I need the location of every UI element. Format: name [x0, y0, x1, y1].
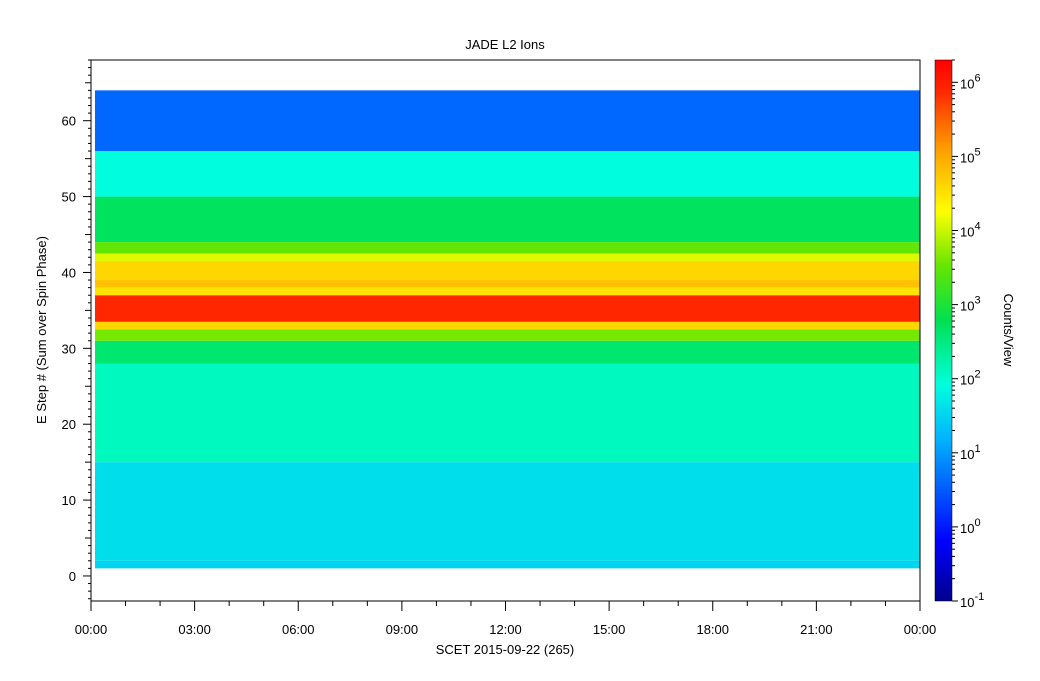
- colorbar-label: Counts/View: [1001, 294, 1016, 367]
- colorbar-ticks: 10-1 100 101 102 103 104 105 106: [952, 59, 984, 610]
- colorbar-tick-label: 105: [960, 146, 981, 165]
- heatmap-band: [95, 253, 920, 262]
- y-tick-label: 60: [62, 114, 76, 129]
- y-tick-label: 0: [69, 569, 76, 584]
- y-axis: 0 10 20 30 40 50 60: [62, 59, 91, 600]
- heatmap-band: [95, 151, 920, 197]
- x-tick-label: 12:00: [489, 622, 522, 637]
- colorbar-tick-label: 106: [960, 72, 981, 91]
- colorbar-tick-label: 104: [960, 221, 981, 240]
- chart-title: JADE L2 Ions: [465, 37, 545, 52]
- x-tick-label: 03:00: [178, 622, 211, 637]
- y-tick-label: 40: [62, 265, 76, 280]
- x-tick-label: 21:00: [800, 622, 833, 637]
- x-tick-label: 00:00: [904, 622, 937, 637]
- heatmap-band: [95, 340, 920, 364]
- heatmap-band: [95, 462, 920, 561]
- colorbar-gradient: [934, 59, 953, 602]
- x-tick-label: 09:00: [386, 622, 419, 637]
- y-tick-label: 50: [62, 190, 76, 205]
- colorbar-tick-label: 10-1: [960, 591, 984, 610]
- colorbar-tick-label: 102: [960, 369, 981, 388]
- x-axis-label: SCET 2015-09-22 (265): [436, 642, 575, 657]
- heatmap-band: [95, 90, 920, 152]
- y-axis-label: E Step # (Sum over Spin Phase): [34, 236, 49, 424]
- x-tick-label: 06:00: [282, 622, 315, 637]
- heatmap-band: [95, 363, 920, 463]
- heatmap-band: [95, 295, 920, 322]
- heatmap-band: [95, 329, 920, 341]
- heatmap-band: [95, 287, 920, 296]
- heatmap-band: [95, 196, 920, 243]
- colorbar-tick-label: 100: [960, 517, 981, 536]
- y-tick-label: 30: [62, 341, 76, 356]
- heatmap-band: [95, 242, 920, 254]
- plot-area: [90, 59, 921, 602]
- heatmap-bands: [95, 90, 920, 569]
- x-axis: 00:00 03:00 06:00 09:00 12:00 15:00 18:00 21:00…: [75, 601, 937, 637]
- heatmap-band: [95, 261, 920, 281]
- x-tick-label: 00:00: [75, 622, 108, 637]
- colorbar: 10-1 100 101 102 103 104 105 106 Counts/View: [934, 59, 1016, 610]
- heatmap-band: [95, 280, 920, 288]
- y-tick-label: 20: [62, 417, 76, 432]
- colorbar-tick-label: 101: [960, 443, 981, 462]
- y-tick-label: 10: [62, 493, 76, 508]
- x-tick-label: 18:00: [696, 622, 729, 637]
- heatmap-band: [95, 321, 920, 330]
- colorbar-tick-label: 103: [960, 295, 981, 314]
- x-tick-label: 15:00: [593, 622, 626, 637]
- heatmap-band: [95, 560, 920, 569]
